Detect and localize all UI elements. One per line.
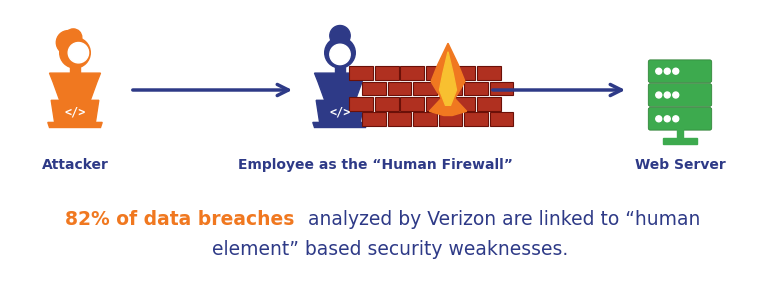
Circle shape xyxy=(325,37,355,68)
Bar xyxy=(413,112,437,126)
Circle shape xyxy=(656,116,662,122)
Polygon shape xyxy=(313,123,367,127)
Bar xyxy=(439,82,462,95)
Circle shape xyxy=(665,68,670,74)
Bar xyxy=(335,66,345,73)
Polygon shape xyxy=(52,100,99,123)
Bar xyxy=(464,112,488,126)
Bar xyxy=(349,66,373,80)
Bar xyxy=(401,66,424,80)
Polygon shape xyxy=(440,52,457,105)
Circle shape xyxy=(330,25,350,46)
Bar xyxy=(375,66,398,80)
Polygon shape xyxy=(48,123,102,127)
Circle shape xyxy=(65,29,82,46)
Bar xyxy=(362,82,386,95)
Circle shape xyxy=(672,68,679,74)
Circle shape xyxy=(672,92,679,98)
FancyBboxPatch shape xyxy=(648,108,711,130)
Circle shape xyxy=(68,42,88,63)
Circle shape xyxy=(333,34,347,48)
Bar xyxy=(426,66,450,80)
Bar xyxy=(375,97,398,111)
FancyBboxPatch shape xyxy=(648,60,711,83)
Bar xyxy=(401,97,424,111)
Bar xyxy=(387,82,412,95)
Bar xyxy=(70,66,80,73)
Bar xyxy=(413,82,437,95)
Circle shape xyxy=(56,31,80,54)
Polygon shape xyxy=(430,43,467,116)
Circle shape xyxy=(330,44,350,65)
Bar xyxy=(490,112,513,126)
Bar xyxy=(464,82,488,95)
Bar xyxy=(426,97,450,111)
FancyBboxPatch shape xyxy=(648,84,711,106)
Bar xyxy=(676,128,683,138)
Bar xyxy=(451,97,475,111)
Circle shape xyxy=(665,116,670,122)
Text: Web Server: Web Server xyxy=(635,158,726,172)
Polygon shape xyxy=(315,73,366,100)
Text: </>: </> xyxy=(330,106,351,119)
Bar xyxy=(663,138,697,144)
Text: Attacker: Attacker xyxy=(41,158,109,172)
Circle shape xyxy=(59,37,91,68)
Bar xyxy=(439,112,462,126)
Bar xyxy=(477,66,501,80)
Text: Employee as the “Human Firewall”: Employee as the “Human Firewall” xyxy=(237,158,512,172)
Circle shape xyxy=(656,92,662,98)
Circle shape xyxy=(665,92,670,98)
Circle shape xyxy=(656,68,662,74)
Text: </>: </> xyxy=(64,106,86,119)
Text: analyzed by Verizon are linked to “human: analyzed by Verizon are linked to “human xyxy=(302,210,701,229)
Bar xyxy=(349,97,373,111)
Bar xyxy=(387,112,412,126)
Bar xyxy=(451,66,475,80)
Bar xyxy=(362,112,386,126)
Circle shape xyxy=(672,116,679,122)
Polygon shape xyxy=(316,100,364,123)
Bar xyxy=(477,97,501,111)
Polygon shape xyxy=(49,73,101,100)
Text: 82% of data breaches: 82% of data breaches xyxy=(65,210,294,229)
Text: element” based security weaknesses.: element” based security weaknesses. xyxy=(212,240,568,259)
Bar xyxy=(490,82,513,95)
